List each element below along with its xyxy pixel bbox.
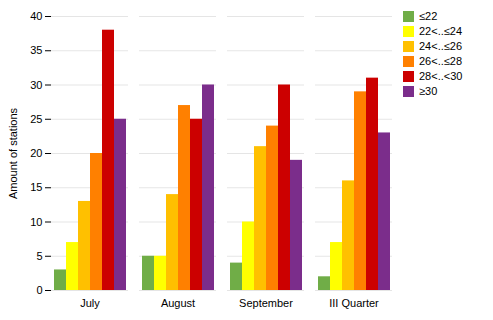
html-text:26<..≤28: 26<..≤28 (419, 55, 462, 67)
svg-text:Amount of stations: Amount of stations (7, 107, 19, 199)
svg-text:July: July (80, 297, 100, 309)
svg-text:August: August (161, 297, 195, 309)
svg-text:0: 0 (36, 284, 42, 296)
svg-text:10: 10 (30, 216, 42, 228)
svg-text:40: 40 (30, 10, 42, 22)
html-text:28<..<30: 28<..<30 (419, 70, 463, 82)
svg-text:III Quarter: III Quarter (329, 297, 379, 309)
svg-text:30: 30 (30, 79, 42, 91)
svg-text:25: 25 (30, 113, 42, 125)
svg-text:5: 5 (36, 250, 42, 262)
html-text:24<..≤26: 24<..≤26 (419, 40, 462, 52)
html-text:22<..≤24: 22<..≤24 (419, 25, 462, 37)
svg-text:20: 20 (30, 147, 42, 159)
svg-text:15: 15 (30, 181, 42, 193)
html-text:≤22: ≤22 (419, 10, 438, 22)
svg-text:35: 35 (30, 44, 42, 56)
html-text:≥30: ≥30 (419, 85, 438, 97)
svg-text:September: September (239, 297, 293, 309)
